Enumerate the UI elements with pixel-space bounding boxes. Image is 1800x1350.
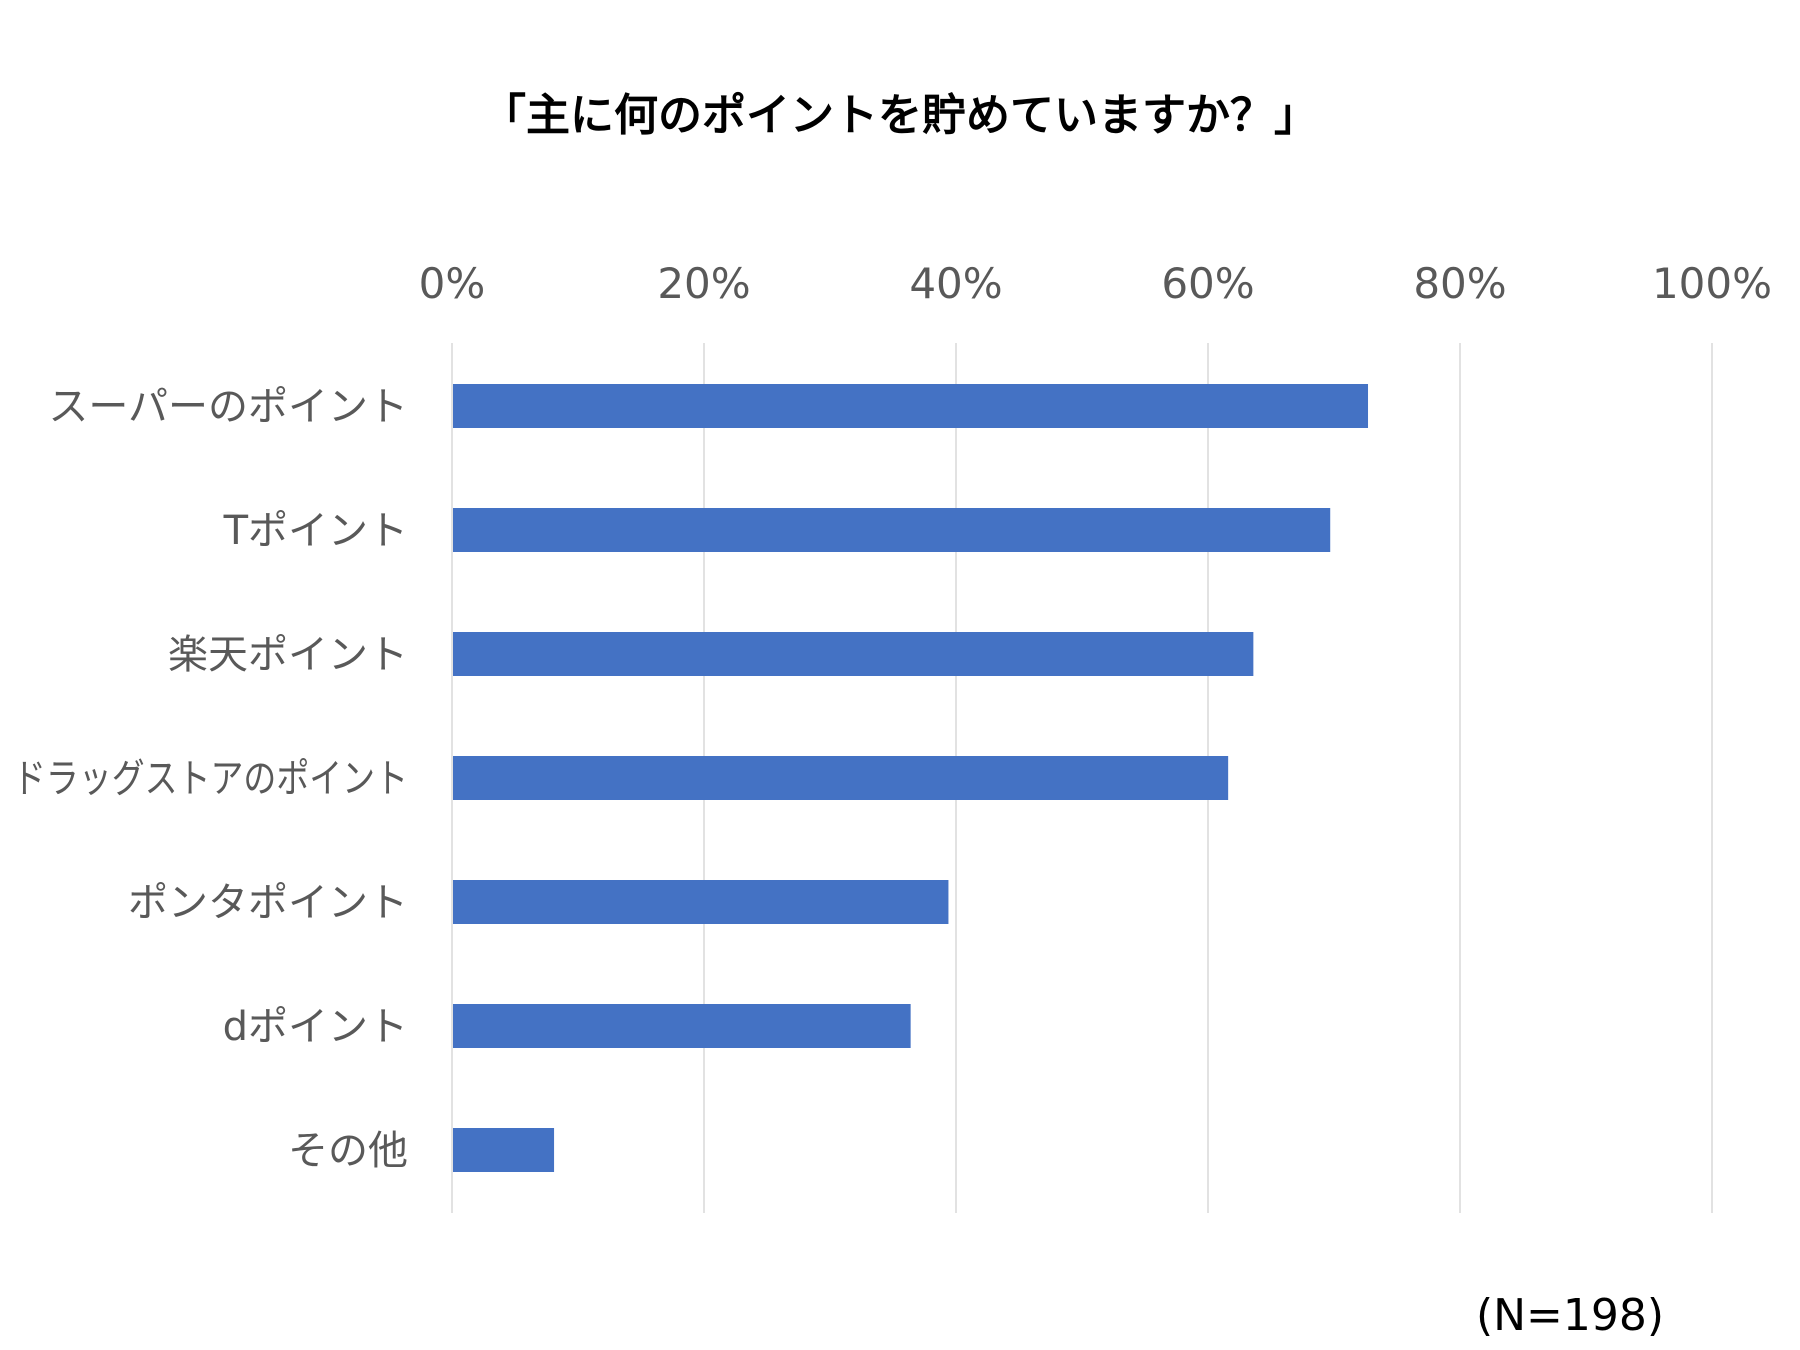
x-tick-label-80: 80%: [1413, 259, 1506, 308]
category-label-3: 楽天ポイント: [168, 632, 408, 678]
bars: [453, 384, 1369, 1172]
bar-6: [453, 1004, 911, 1048]
category-label-1: スーパーのポイント: [48, 384, 408, 430]
chart-title: 「主に何のポイントを貯めていますか？」: [482, 90, 1318, 141]
category-label-2: Tポイント: [223, 508, 408, 554]
x-tick-label-20: 20%: [657, 259, 750, 308]
bar-7: [453, 1128, 555, 1172]
category-label-5: ポンタポイント: [128, 880, 408, 926]
bar-3: [453, 632, 1254, 676]
category-label-6: dポイント: [223, 1004, 408, 1050]
x-tick-label-60: 60%: [1161, 259, 1254, 308]
x-tick-label-0: 0%: [419, 259, 486, 308]
category-label-7: その他: [288, 1128, 408, 1174]
x-tick-label-100: 100%: [1652, 259, 1772, 308]
x-tick-label-40: 40%: [909, 259, 1002, 308]
bar-2: [453, 508, 1331, 552]
category-label-4: ドラッグストアのポイント: [13, 756, 408, 802]
bar-5: [453, 880, 949, 924]
x-axis-ticks: 0% 20% 40% 60% 80% 100%: [419, 259, 1772, 308]
bar-1: [453, 384, 1369, 428]
bar-4: [453, 756, 1229, 800]
sample-size-note: (N=198): [1476, 1290, 1664, 1341]
